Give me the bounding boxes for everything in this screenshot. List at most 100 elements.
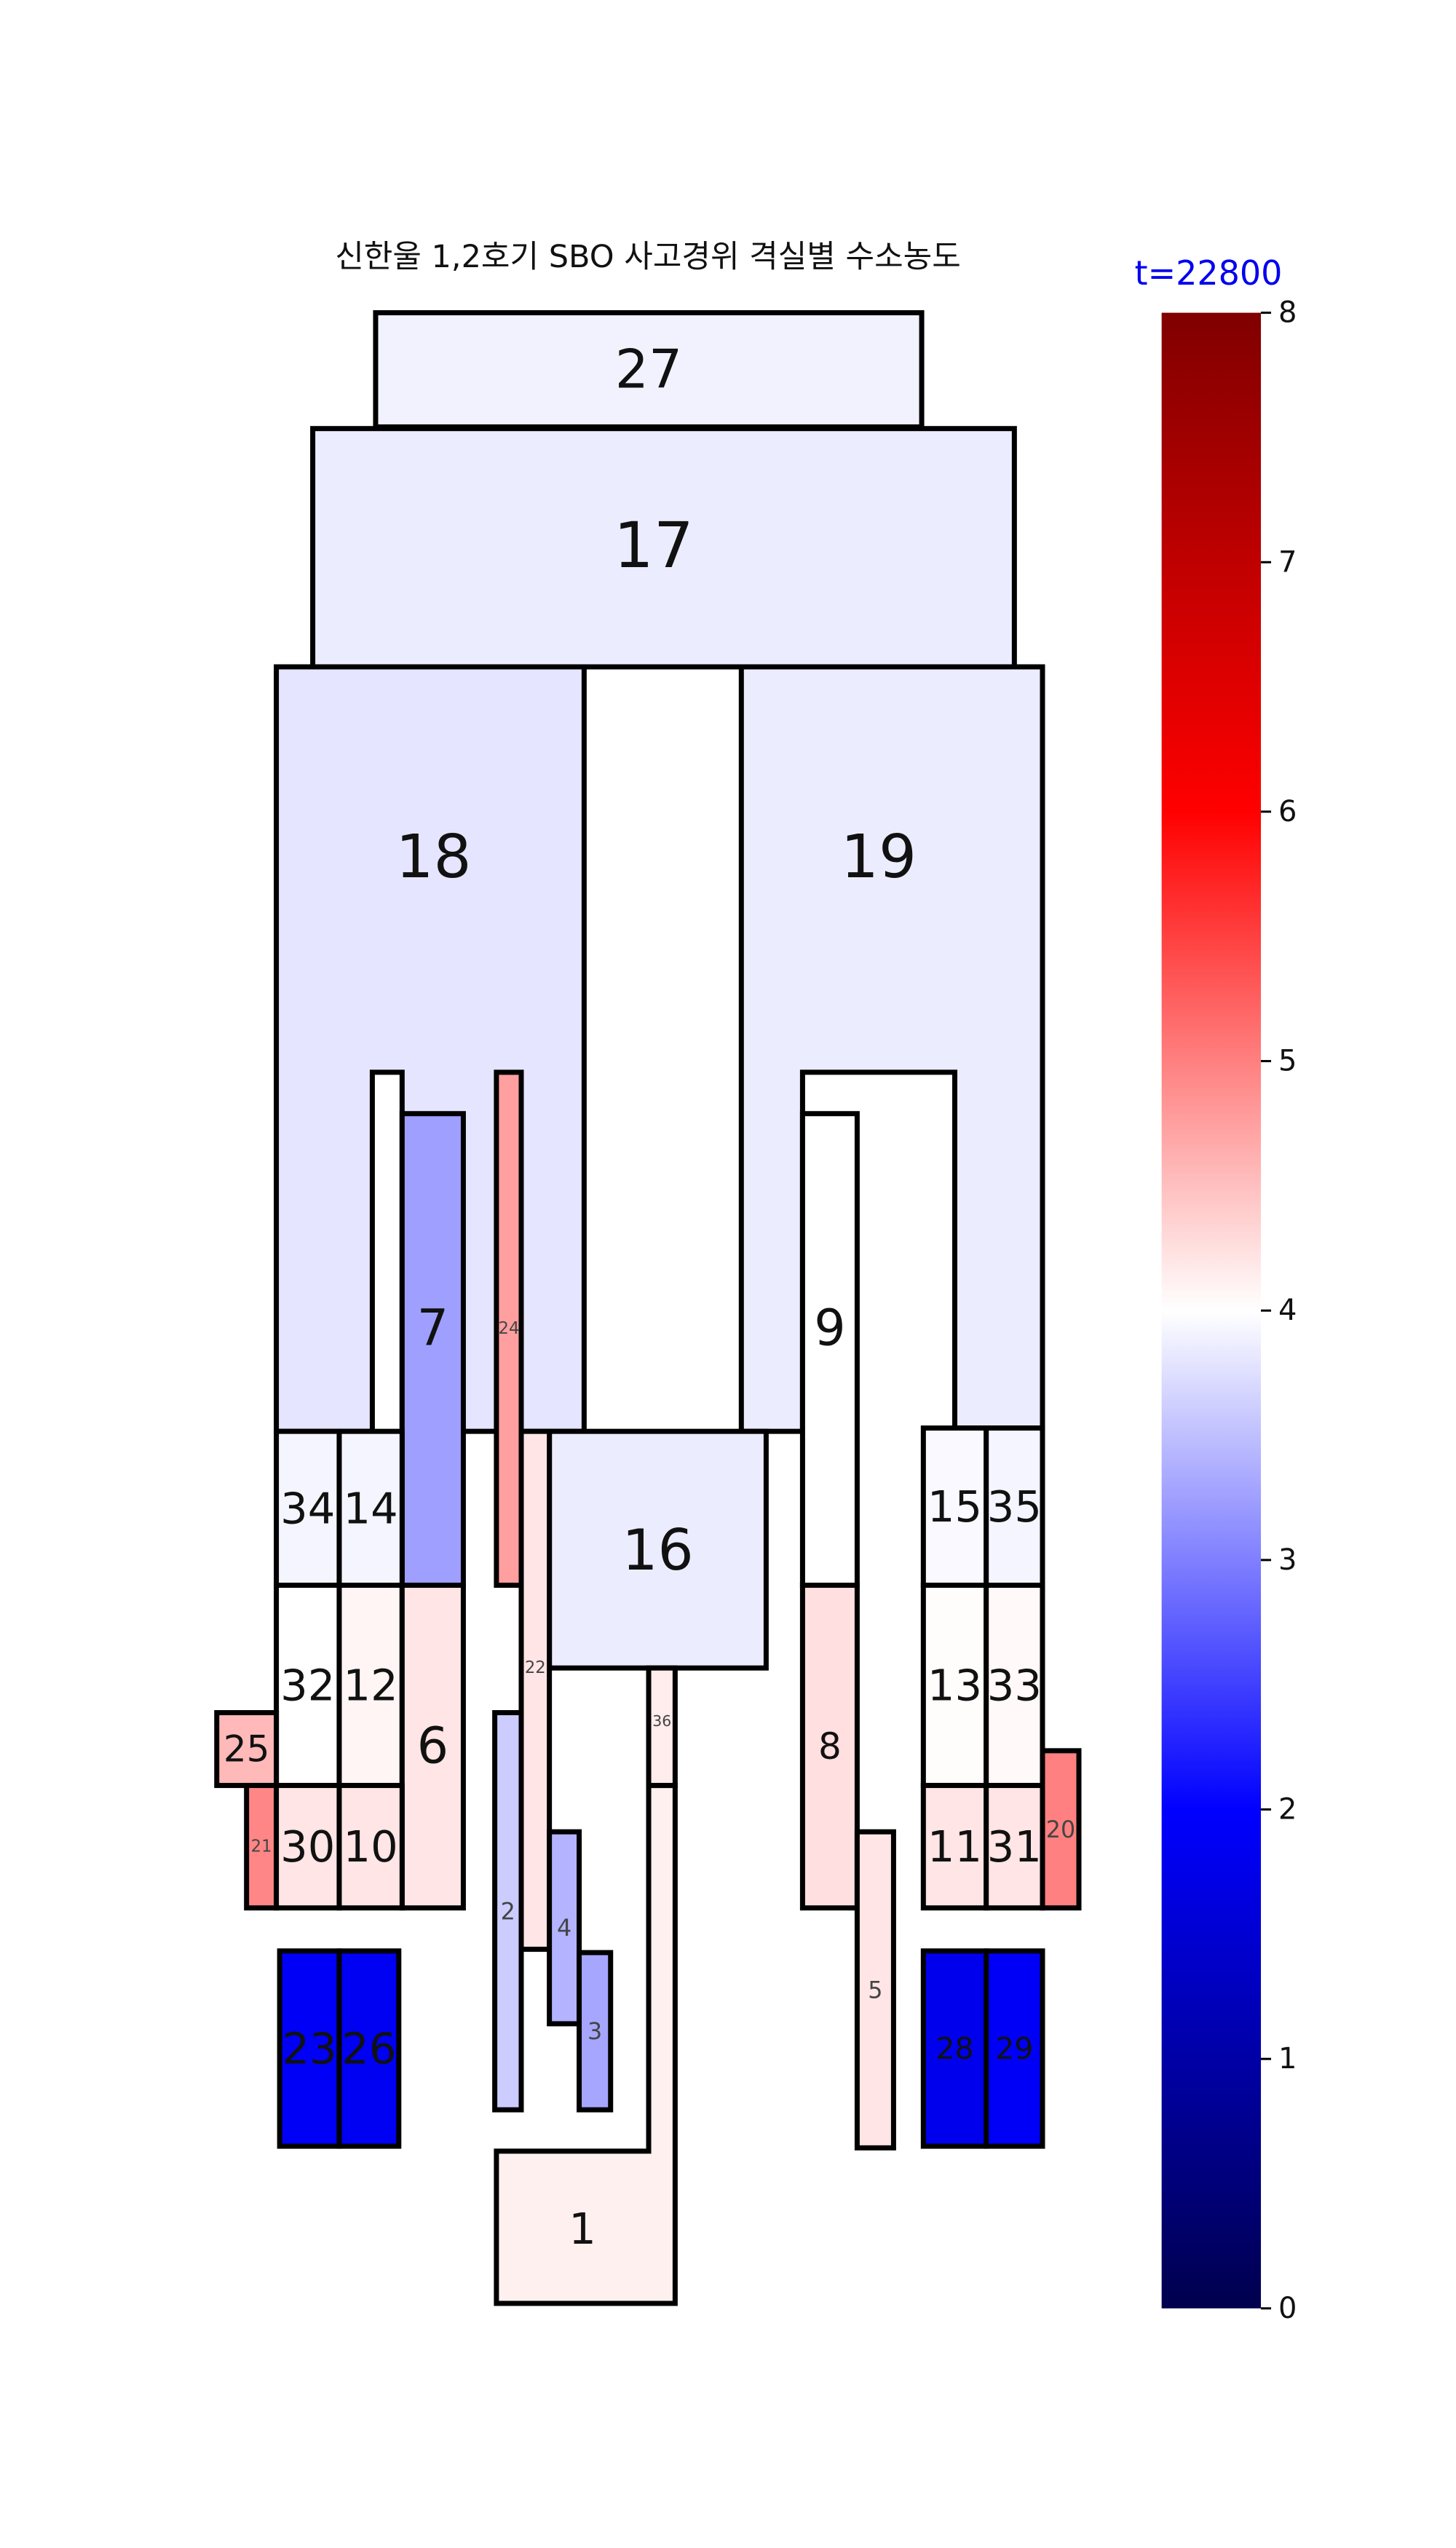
room-14-label: 14 — [344, 1483, 398, 1533]
room-1: 1 — [494, 1783, 678, 2306]
colorbar-tick-label: 4 — [1278, 1294, 1297, 1327]
room-20-label: 20 — [1046, 1816, 1075, 1843]
room-9-label: 9 — [814, 1300, 845, 1358]
room-25-label: 25 — [223, 1728, 270, 1770]
room-19: 19 — [738, 664, 1045, 1434]
room-2: 2 — [492, 1710, 524, 2113]
room-12: 12 — [336, 1583, 405, 1789]
room-13-shape — [920, 1583, 989, 1789]
room-8-shape — [799, 1583, 860, 1911]
room-17-label: 17 — [614, 510, 694, 582]
room-36-label: 36 — [652, 1712, 671, 1730]
room-12-label: 12 — [344, 1661, 398, 1711]
room-30-label: 30 — [280, 1821, 335, 1872]
room-10: 10 — [336, 1783, 405, 1911]
room-12-shape — [336, 1583, 405, 1789]
room-28: 28 — [920, 1948, 989, 2149]
room-27: 27 — [373, 310, 925, 430]
room-22-label: 22 — [525, 1658, 546, 1677]
room-21-shape — [244, 1783, 280, 1911]
room-5: 5 — [854, 1829, 896, 2151]
room-3-label: 3 — [587, 2017, 602, 2045]
room-2-label: 2 — [501, 1897, 515, 1925]
room-4-label: 4 — [557, 1914, 571, 1942]
room-28-label: 28 — [935, 2031, 973, 2066]
room-25-shape — [214, 1710, 280, 1789]
room-34: 34 — [274, 1428, 342, 1588]
room-27-label: 27 — [615, 339, 683, 401]
room-11-label: 11 — [927, 1821, 982, 1872]
colorbar-tick-label: 2 — [1278, 1793, 1297, 1827]
room-20-shape — [1040, 1748, 1082, 1911]
room-33-shape — [984, 1583, 1045, 1789]
room-23-label: 23 — [282, 2023, 336, 2073]
room-21: 21 — [244, 1783, 280, 1911]
room-35-shape — [984, 1425, 1045, 1588]
room-31-shape — [984, 1783, 1045, 1911]
room-15: 15 — [920, 1425, 989, 1588]
room-30-shape — [274, 1783, 342, 1911]
room-2-shape — [492, 1710, 524, 2113]
room-32: 32 — [274, 1583, 342, 1789]
room-25: 25 — [214, 1710, 280, 1789]
colorbar: 0 1 2 3 4 5 6 7 8 — [1161, 296, 1297, 2325]
room-4-shape — [547, 1829, 582, 2027]
room-26-label: 26 — [341, 2023, 396, 2073]
room-24-label: 24 — [498, 1319, 519, 1338]
room-24: 24 — [494, 1069, 524, 1588]
room-33-label: 33 — [987, 1661, 1042, 1711]
room-1-shape — [494, 1783, 678, 2306]
room-29-label: 29 — [995, 2031, 1033, 2066]
room-3: 3 — [577, 1950, 614, 2113]
room-22: 22 — [518, 1428, 553, 1952]
room-10-shape — [336, 1783, 405, 1911]
room-19-label: 19 — [841, 823, 917, 892]
room-8: 8 — [799, 1583, 860, 1911]
room-18-label: 18 — [395, 823, 471, 892]
room-5-shape — [854, 1829, 896, 2151]
diagram-title: 신한울 1,2호기 SBO 사고경위 격실별 수소농도 — [335, 239, 961, 275]
room-10-label: 10 — [344, 1821, 398, 1872]
room-14-shape — [336, 1428, 405, 1588]
room-13: 13 — [920, 1583, 989, 1789]
room-36: 36 — [646, 1665, 678, 1789]
room-22-shape — [518, 1428, 553, 1952]
room-7-label: 7 — [417, 1300, 448, 1358]
room-32-label: 32 — [280, 1661, 335, 1711]
room-17: 17 — [310, 426, 1017, 670]
room-15-label: 15 — [927, 1481, 982, 1532]
colorbar-tick-label: 6 — [1278, 795, 1297, 828]
room-26-shape — [336, 1948, 402, 2149]
room-19-shape — [738, 664, 1045, 1434]
room-8-label: 8 — [818, 1725, 842, 1768]
room-23-shape — [277, 1948, 342, 2149]
room-1-label: 1 — [569, 2204, 596, 2254]
room-28-shape — [920, 1948, 989, 2149]
room-4: 4 — [547, 1829, 582, 2027]
room-9: 9 — [799, 1111, 860, 1588]
room-5-label: 5 — [868, 1976, 882, 2003]
colorbar-tick-label: 7 — [1278, 545, 1297, 579]
room-34-shape — [274, 1428, 342, 1588]
colorbar-tick-label: 0 — [1278, 2292, 1297, 2325]
room-3-shape — [577, 1950, 614, 2113]
room-9-shape — [799, 1111, 860, 1588]
room-17-shape — [310, 426, 1017, 670]
room-21-label: 21 — [251, 1837, 272, 1856]
room-16: 16 — [547, 1428, 769, 1671]
room-11: 11 — [920, 1783, 989, 1911]
room-34-label: 34 — [280, 1483, 335, 1533]
room-6-label: 6 — [417, 1718, 448, 1776]
room-14: 14 — [336, 1428, 405, 1588]
room-35: 35 — [984, 1425, 1045, 1588]
room-29: 29 — [984, 1948, 1045, 2149]
colorbar-tick-label: 5 — [1278, 1045, 1297, 1078]
room-29-shape — [984, 1948, 1045, 2149]
room-13-label: 13 — [927, 1661, 982, 1711]
room-20: 20 — [1040, 1748, 1082, 1911]
colorbar-tick-label: 3 — [1278, 1543, 1297, 1577]
room-26: 26 — [336, 1948, 402, 2149]
